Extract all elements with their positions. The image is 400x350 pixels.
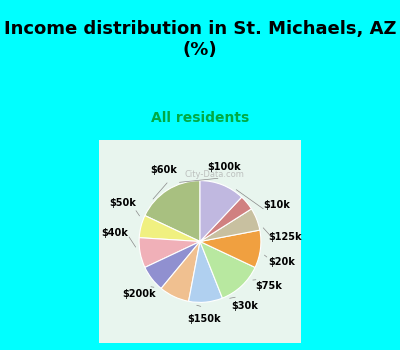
Text: $75k: $75k [256, 281, 282, 291]
Wedge shape [145, 241, 200, 288]
Wedge shape [200, 181, 242, 241]
Text: $50k: $50k [110, 197, 136, 208]
Text: $150k: $150k [187, 314, 221, 324]
Text: Income distribution in St. Michaels, AZ
(%): Income distribution in St. Michaels, AZ … [4, 20, 396, 59]
Wedge shape [200, 241, 255, 298]
Text: $60k: $60k [150, 165, 177, 175]
Text: $125k: $125k [268, 232, 302, 243]
Wedge shape [200, 230, 261, 267]
Wedge shape [200, 209, 260, 241]
Text: All residents: All residents [151, 111, 249, 125]
Text: $30k: $30k [231, 301, 258, 312]
Wedge shape [145, 181, 200, 241]
Wedge shape [139, 216, 200, 241]
FancyBboxPatch shape [74, 116, 326, 350]
Text: $10k: $10k [264, 200, 290, 210]
Wedge shape [139, 238, 200, 267]
Text: $100k: $100k [208, 162, 241, 172]
Wedge shape [200, 197, 252, 242]
Text: $200k: $200k [122, 289, 156, 299]
Wedge shape [188, 241, 222, 302]
Text: $40k: $40k [101, 229, 128, 238]
Text: City-Data.com: City-Data.com [185, 170, 245, 180]
Wedge shape [161, 241, 200, 301]
Text: $20k: $20k [268, 257, 295, 267]
